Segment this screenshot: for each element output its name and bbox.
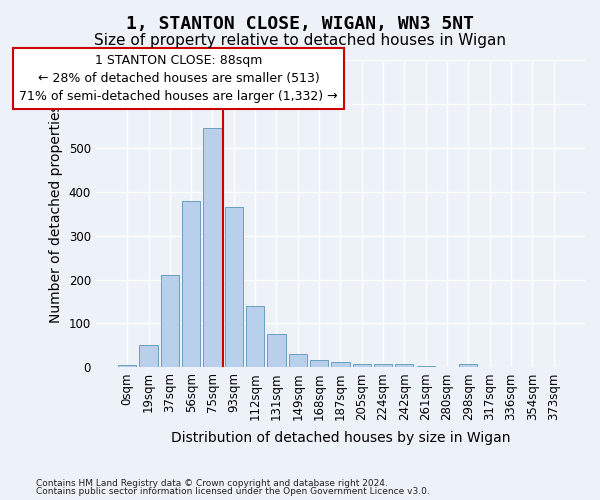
Bar	[161, 275, 179, 368]
Bar	[203, 128, 221, 368]
Bar	[310, 360, 328, 368]
Text: Contains HM Land Registry data © Crown copyright and database right 2024.: Contains HM Land Registry data © Crown c…	[36, 478, 388, 488]
Bar	[182, 200, 200, 368]
Bar	[268, 334, 286, 368]
Bar	[331, 362, 350, 368]
Text: 1, STANTON CLOSE, WIGAN, WN3 5NT: 1, STANTON CLOSE, WIGAN, WN3 5NT	[126, 15, 474, 33]
Bar	[395, 364, 413, 368]
Y-axis label: Number of detached properties: Number of detached properties	[49, 104, 63, 323]
Bar	[353, 364, 371, 368]
Bar	[246, 306, 264, 368]
Bar	[118, 365, 136, 368]
Bar	[481, 366, 499, 368]
Bar	[416, 366, 435, 368]
Text: Contains public sector information licensed under the Open Government Licence v3: Contains public sector information licen…	[36, 487, 430, 496]
X-axis label: Distribution of detached houses by size in Wigan: Distribution of detached houses by size …	[171, 431, 510, 445]
Bar	[225, 207, 243, 368]
Bar	[139, 346, 158, 368]
Bar	[438, 366, 456, 368]
Bar	[289, 354, 307, 368]
Bar	[374, 364, 392, 368]
Text: 1 STANTON CLOSE: 88sqm
← 28% of detached houses are smaller (513)
71% of semi-de: 1 STANTON CLOSE: 88sqm ← 28% of detached…	[19, 54, 338, 103]
Text: Size of property relative to detached houses in Wigan: Size of property relative to detached ho…	[94, 32, 506, 48]
Bar	[460, 364, 478, 368]
